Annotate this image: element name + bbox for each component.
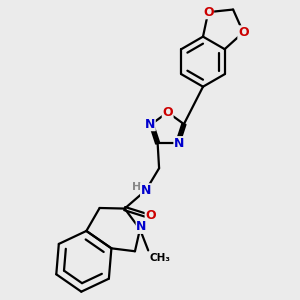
Text: N: N (145, 118, 155, 130)
Text: O: O (203, 6, 214, 19)
Text: H: H (132, 182, 142, 192)
Text: O: O (162, 106, 173, 119)
Text: N: N (141, 184, 151, 197)
Text: O: O (238, 26, 249, 39)
Text: O: O (145, 208, 156, 221)
Text: N: N (174, 137, 184, 150)
Text: CH₃: CH₃ (150, 253, 171, 263)
Text: N: N (136, 220, 147, 233)
